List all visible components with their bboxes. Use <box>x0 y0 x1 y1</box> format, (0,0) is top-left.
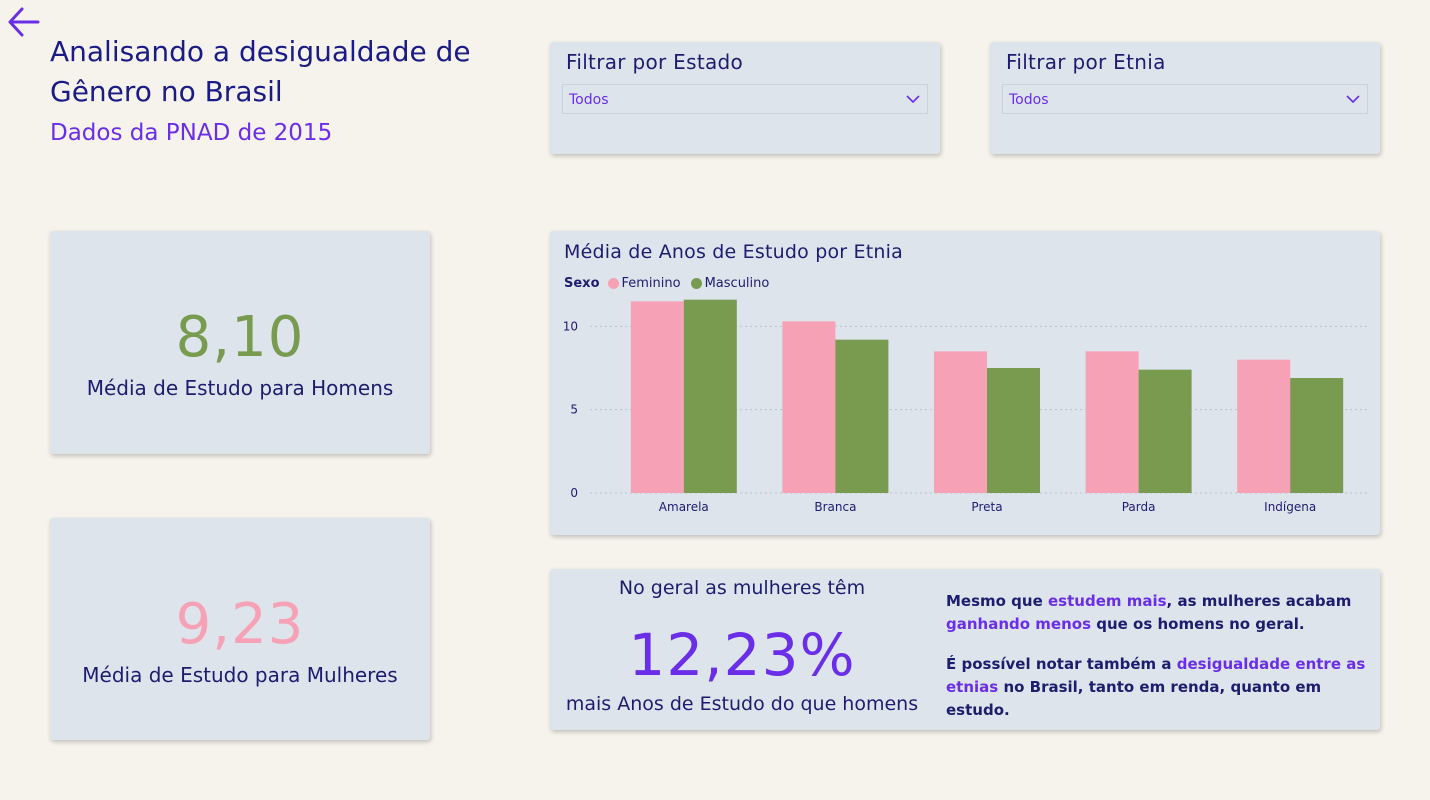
summary-percentage: 12,23% <box>628 621 856 689</box>
bar-chart: 0 5 10 Amarela Branca Preta Parda Indígena <box>563 299 1368 514</box>
filter-estado-title: Filtrar por Estado <box>566 50 744 74</box>
legend-label-feminino: Feminino <box>621 276 681 291</box>
bar-feminino-indígena[interactable] <box>1237 359 1291 493</box>
filter-etnia-dropdown[interactable]: Todos <box>1002 84 1368 114</box>
filter-etnia-card: Filtrar por Etnia Todos <box>990 42 1380 154</box>
legend-dot-masculino <box>690 278 702 289</box>
chart-title: Média de Anos de Estudo por Etnia <box>564 241 903 263</box>
bar-masculino-parda[interactable] <box>1138 369 1192 493</box>
kpi-mulheres-card: 9,23 Média de Estudo para Mulheres <box>50 518 430 740</box>
filter-estado-card: Filtrar por Estado Todos <box>550 42 940 154</box>
legend-item-masculino[interactable]: Masculino <box>690 276 770 291</box>
note-text: É possível notar também a <box>946 655 1177 673</box>
kpi-homens-card: 8,10 Média de Estudo para Homens <box>50 231 430 454</box>
chart-legend: Sexo Feminino Masculino <box>564 276 773 291</box>
filter-etnia-title: Filtrar por Etnia <box>1006 50 1166 74</box>
note-paragraph-2: É possível notar também a desigualdade e… <box>946 653 1366 722</box>
bar-masculino-indígena[interactable] <box>1290 378 1344 493</box>
filter-estado-value: Todos <box>569 92 609 108</box>
back-arrow-icon[interactable] <box>4 4 42 40</box>
x-tick-label: Branca <box>814 500 856 514</box>
bar-masculino-branca[interactable] <box>835 339 889 493</box>
page-title: Analisando a desigualdade de Gênero no B… <box>50 35 471 108</box>
kpi-homens-value: 8,10 <box>175 305 305 370</box>
bar-masculino-preta[interactable] <box>987 368 1040 493</box>
note-text: , as mulheres acabam <box>1166 592 1352 610</box>
chevron-down-icon <box>1346 95 1360 104</box>
note-highlight: ganhando menos <box>946 615 1091 633</box>
y-tick-label: 5 <box>570 403 578 417</box>
filter-etnia-value: Todos <box>1009 92 1049 108</box>
note-text: que os homens no geral. <box>1091 615 1305 633</box>
chart-card: 0 5 10 Amarela Branca Preta Parda Indígena Médi… <box>550 231 1380 535</box>
summary-outro: mais Anos de Estudo do que homens <box>565 693 919 715</box>
note-highlight: desigualdade entre as etnias <box>946 655 1366 696</box>
legend-label-masculino: Masculino <box>704 276 770 291</box>
summary-intro: No geral as mulheres têm <box>618 577 866 599</box>
filter-estado-dropdown[interactable]: Todos <box>562 84 928 114</box>
legend-dot-feminino <box>607 278 619 289</box>
y-tick-label: 0 <box>570 486 578 500</box>
y-tick-label: 10 <box>563 319 578 333</box>
bar-feminino-parda[interactable] <box>1085 351 1139 493</box>
note-text: no Brasil, tanto em renda, quanto em est… <box>946 678 1322 719</box>
bar-feminino-amarela[interactable] <box>630 301 684 493</box>
kpi-mulheres-value: 9,23 <box>175 592 305 657</box>
x-tick-label: Amarela <box>659 500 709 514</box>
x-tick-label: Indígena <box>1264 500 1316 514</box>
note-highlight: estudem mais <box>1048 592 1167 610</box>
page-subtitle: Dados da PNAD de 2015 <box>50 120 333 146</box>
bar-masculino-amarela[interactable] <box>683 299 737 493</box>
legend-title: Sexo <box>564 276 600 291</box>
kpi-mulheres-label: Média de Estudo para Mulheres <box>82 663 398 687</box>
x-tick-label: Preta <box>971 500 1002 514</box>
note-paragraph-1: Mesmo que estudem mais, as mulheres acab… <box>946 590 1366 636</box>
chevron-down-icon <box>906 95 920 104</box>
note-text: Mesmo que <box>946 592 1048 610</box>
x-tick-label: Parda <box>1122 500 1156 514</box>
bar-feminino-branca[interactable] <box>782 321 836 493</box>
summary-card: No geral as mulheres têm 12,23% mais Ano… <box>550 569 1380 730</box>
bar-feminino-preta[interactable] <box>934 351 987 493</box>
kpi-homens-label: Média de Estudo para Homens <box>86 376 394 400</box>
legend-item-feminino[interactable]: Feminino <box>607 276 681 291</box>
